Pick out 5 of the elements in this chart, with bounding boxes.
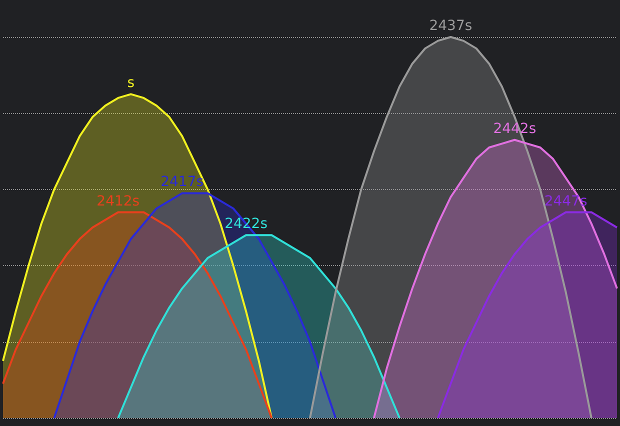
series-label: s — [127, 75, 135, 92]
series-label: 2412s — [96, 193, 140, 210]
series-label: 2437s — [429, 18, 472, 34]
series-label: 2417s — [160, 174, 204, 190]
series-label: 2442s — [493, 120, 536, 137]
